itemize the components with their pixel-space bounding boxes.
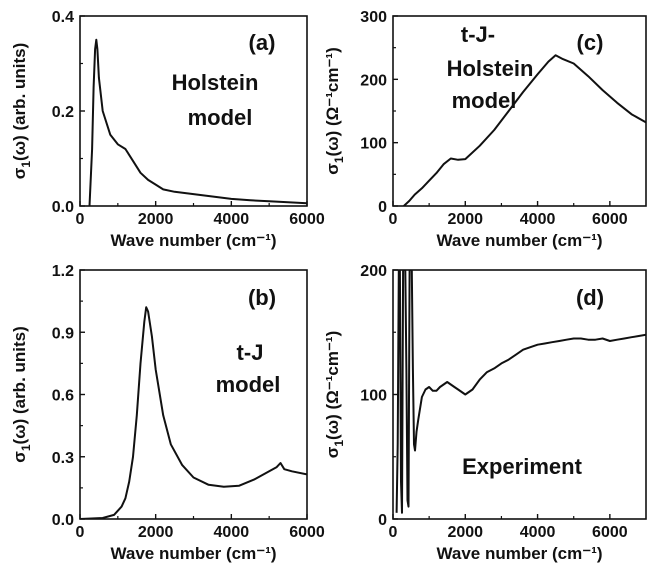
x-tick-label: 4000 [520,211,556,228]
y-axis-title-rest: (ω) (Ω⁻¹cm⁻¹) [323,47,342,156]
y-tick-label: 300 [360,9,387,26]
y-tick-label: 100 [360,388,387,405]
panel-label: (a) [249,30,276,55]
plot-frame-d [393,270,646,519]
panel-d: 0 2000 4000 6000 0 100 200 Wave number (cm⁻¹) σ1… [323,263,646,563]
model-annotation: t-J- [461,22,495,47]
x-tick-label: 6000 [289,524,325,541]
x-tick-label: 4000 [520,524,556,541]
y-tick-label: 0.9 [52,325,74,342]
y-tick-label: 100 [360,136,387,153]
panel-a: 0 2000 4000 6000 0.0 0.2 0.4 Wave number (cm⁻¹)… [10,9,325,250]
y-axis-title-symbol: σ [10,451,29,463]
y-tick-label: 1.2 [52,263,74,280]
y-tick-label: 0.6 [52,388,74,405]
y-axis-title-symbol: σ [323,163,342,175]
y-tick-label: 0 [378,199,387,216]
x-tick-label: 2000 [138,524,174,541]
model-annotation: model [452,88,517,113]
y-axis-title-rest: (ω) (arb. units) [10,43,29,161]
x-tick-label: 0 [76,524,85,541]
panel-label: (b) [248,285,276,310]
x-tick-label: 2000 [447,524,483,541]
y-axis-title: σ1(ω) (Ω⁻¹cm⁻¹) [323,331,346,459]
y-axis-title: σ1(ω) (arb. units) [10,43,33,180]
y-tick-label: 0.0 [52,512,74,529]
x-tick-label: 6000 [289,211,325,228]
model-annotation: Holstein [172,70,259,95]
y-axis-title: σ1(ω) (Ω⁻¹cm⁻¹) [323,47,346,175]
panel-label: (d) [576,285,604,310]
model-annotation: Holstein [447,56,534,81]
y-tick-label: 0.3 [52,450,74,467]
series-line-b [80,307,307,519]
x-tick-label: 0 [389,524,398,541]
model-annotation: model [216,372,281,397]
y-axis-title-rest: (ω) (arb. units) [10,326,29,444]
x-tick-label: 0 [389,211,398,228]
y-tick-label: 0.2 [52,104,74,121]
y-tick-label: 0.0 [52,199,74,216]
y-tick-label: 0.4 [52,9,74,26]
y-tick-label: 0 [378,512,387,529]
y-axis-title-symbol: σ [323,446,342,458]
x-axis-title: Wave number (cm⁻¹) [110,544,276,563]
x-tick-label: 4000 [214,211,250,228]
x-tick-label: 2000 [138,211,174,228]
y-axis-title-rest: (ω) (Ω⁻¹cm⁻¹) [323,331,342,440]
x-axis-title: Wave number (cm⁻¹) [110,231,276,250]
y-axis-title: σ1(ω) (arb. units) [10,326,33,463]
x-axis-title: Wave number (cm⁻¹) [436,544,602,563]
panel-b: 0 2000 4000 6000 0.0 0.3 0.6 0.9 1.2 Wave number … [10,263,325,563]
x-tick-label: 0 [76,211,85,228]
model-annotation: t-J [237,340,264,365]
x-tick-label: 6000 [592,211,628,228]
x-tick-label: 2000 [447,211,483,228]
panel-c: 0 2000 4000 6000 0 100 200 300 Wave number (cm⁻¹… [323,9,646,250]
x-tick-label: 6000 [592,524,628,541]
x-tick-label: 4000 [214,524,250,541]
y-axis-title-symbol: σ [10,167,29,179]
x-axis-title: Wave number (cm⁻¹) [436,231,602,250]
y-tick-label: 200 [360,263,387,280]
y-tick-label: 200 [360,72,387,89]
model-annotation: model [188,105,253,130]
panel-label: (c) [577,30,604,55]
model-annotation: Experiment [462,454,582,479]
